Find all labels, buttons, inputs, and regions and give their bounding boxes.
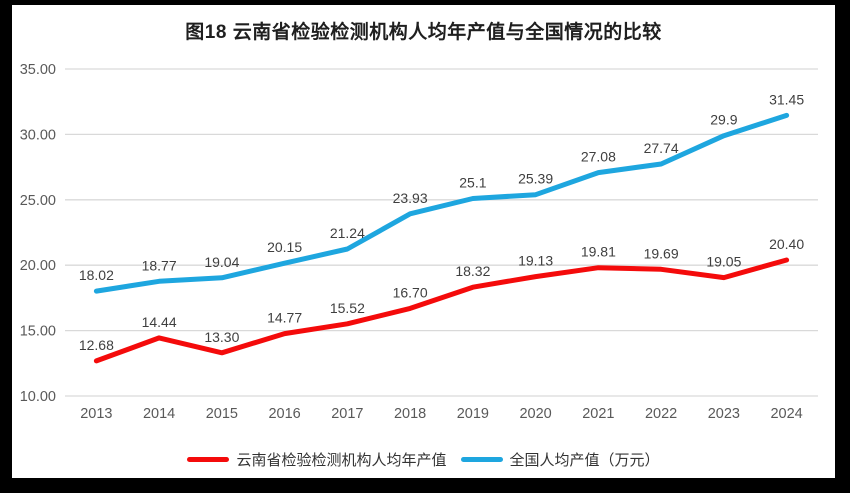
data-label: 18.77 [142, 257, 177, 273]
chart-container: 图18 云南省检验检测机构人均年产值与全国情况的比较 10.00 15.00 20.… [12, 5, 835, 478]
chart-title: 图18 云南省检验检测机构人均年产值与全国情况的比较 [185, 22, 662, 43]
data-label: 25.39 [518, 171, 553, 187]
x-tick-label: 2023 [708, 406, 740, 422]
data-label: 18.32 [455, 263, 490, 279]
x-tick-label: 2013 [80, 406, 112, 422]
data-label: 20.15 [267, 239, 302, 255]
data-label: 14.44 [142, 314, 177, 330]
line-chart-plot: 10.00 15.00 20.00 25.00 30.00 35.00 2013 2014 20… [20, 62, 818, 422]
legend-label-national: 全国人均产值（万元） [509, 452, 660, 469]
data-label: 18.02 [79, 267, 114, 283]
data-label: 25.1 [459, 174, 486, 190]
legend-item-yunnan: 云南省检验检测机构人均年产值 [187, 449, 447, 470]
x-tick-label: 2020 [519, 406, 551, 422]
legend-label-yunnan: 云南省检验检测机构人均年产值 [236, 452, 447, 469]
chart-legend: 云南省检验检测机构人均年产值 全国人均产值（万元） [12, 449, 835, 470]
data-label: 19.69 [644, 245, 679, 261]
legend-swatch-national [460, 457, 503, 462]
data-label: 14.77 [267, 310, 302, 326]
y-tick-label: 35.00 [20, 62, 56, 78]
data-label: 31.45 [769, 91, 804, 107]
data-label: 19.04 [204, 254, 239, 270]
y-tick-label: 10.00 [20, 389, 56, 405]
series-line-yunnan [93, 257, 790, 364]
data-label: 12.68 [79, 337, 114, 353]
series-line-national [93, 112, 790, 294]
data-label: 19.81 [581, 244, 616, 260]
data-label: 27.74 [644, 140, 679, 156]
y-tick-label: 20.00 [20, 258, 56, 274]
x-tick-label: 2017 [331, 406, 363, 422]
data-label: 16.70 [393, 284, 428, 300]
x-tick-label: 2014 [143, 406, 175, 422]
legend-item-national: 全国人均产值（万元） [460, 449, 660, 470]
legend-swatch-yunnan [187, 457, 230, 462]
x-tick-label: 2022 [645, 406, 677, 422]
x-tick-label: 2019 [457, 406, 489, 422]
y-tick-label: 25.00 [20, 193, 56, 209]
y-tick-label: 30.00 [20, 127, 56, 143]
data-label: 27.08 [581, 149, 616, 165]
x-tick-label: 2018 [394, 406, 426, 422]
x-tick-label: 2015 [206, 406, 238, 422]
data-label: 19.05 [706, 254, 741, 270]
x-tick-label: 2024 [770, 406, 802, 422]
y-tick-label: 15.00 [20, 324, 56, 340]
data-label: 20.40 [769, 236, 804, 252]
data-label: 15.52 [330, 300, 365, 316]
x-tick-label: 2016 [268, 406, 300, 422]
data-label: 23.93 [393, 190, 428, 206]
data-label: 13.30 [204, 329, 239, 345]
data-label: 19.13 [518, 253, 553, 269]
data-label: 29.9 [710, 112, 737, 128]
x-tick-label: 2021 [582, 406, 614, 422]
data-label: 21.24 [330, 225, 365, 241]
